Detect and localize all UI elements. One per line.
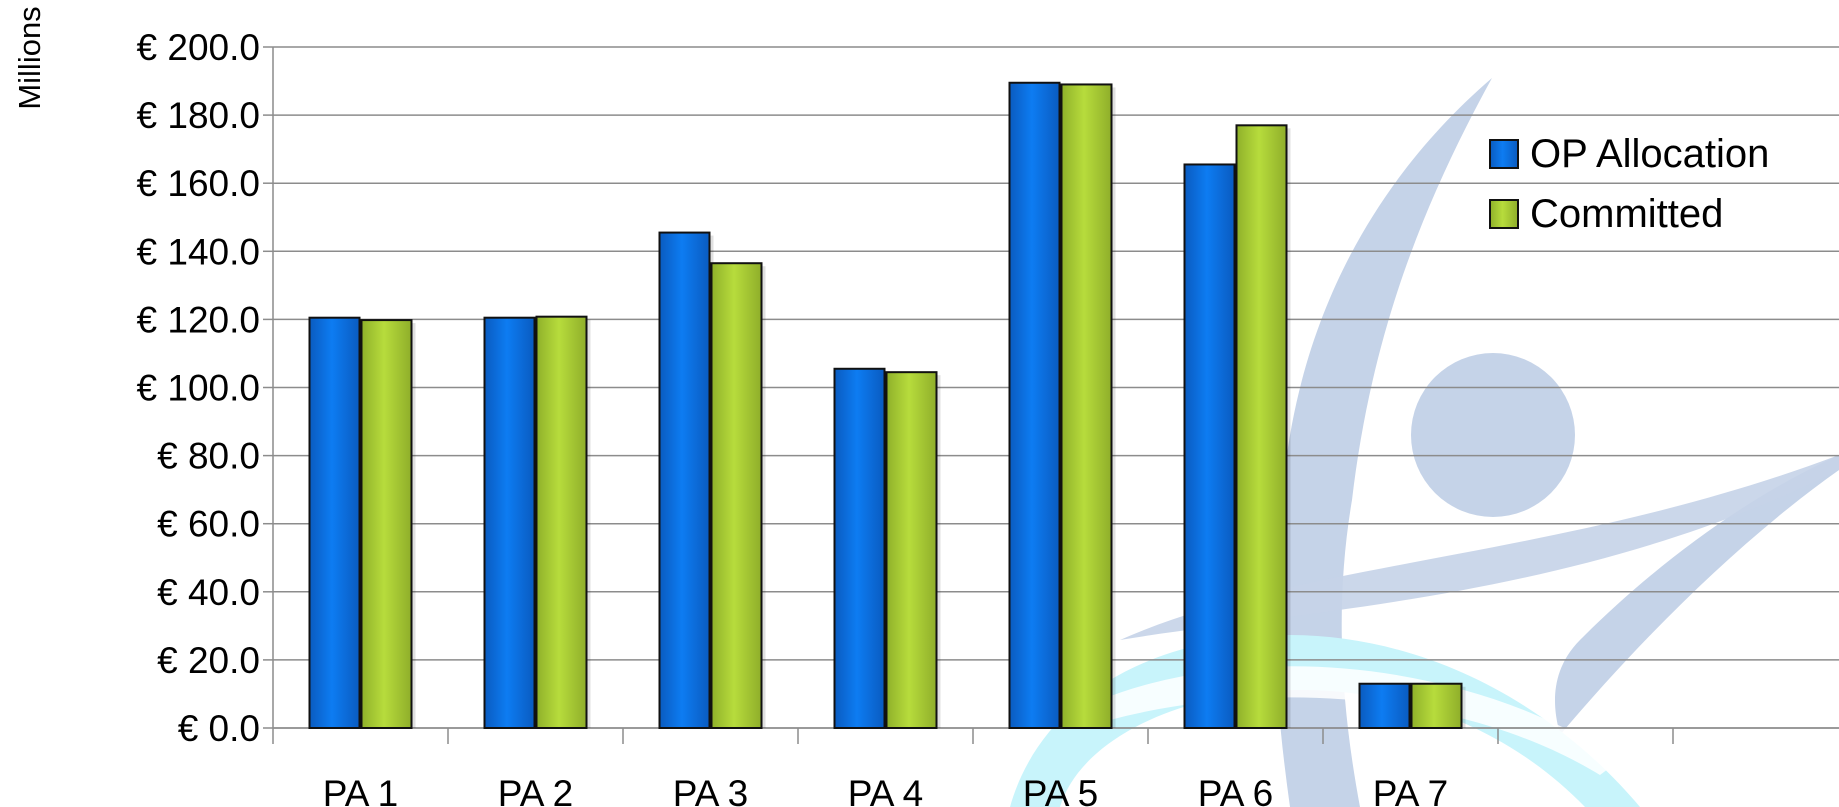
bar-committed-5 <box>1060 83 1113 729</box>
x-axis-category-labels: PA 1 PA 2 PA 3 PA 4 PA 5 PA 6 PA 7 <box>323 773 1448 807</box>
legend-label: Committed <box>1530 192 1723 236</box>
y-tick-label: € 0.0 <box>178 708 260 749</box>
bar-committed-2 <box>535 315 588 729</box>
bar-committed-1 <box>360 319 413 729</box>
y-tick-label: € 200.0 <box>137 27 260 68</box>
legend-swatch <box>1489 139 1519 169</box>
y-tick-label: € 60.0 <box>157 504 260 545</box>
y-axis-tick-labels: € 0.0 € 20.0 € 40.0 € 60.0 € 80.0 € 100.0 € 12… <box>137 27 260 749</box>
bar-committed-7 <box>1410 682 1463 729</box>
x-category-label: PA 7 <box>1373 773 1448 807</box>
bar-committed-4 <box>885 371 938 729</box>
x-category-label: PA 5 <box>1023 773 1098 807</box>
bar-committed-6 <box>1235 124 1288 729</box>
bar-op-allocation-6 <box>1183 163 1236 730</box>
bar-committed-3 <box>710 262 763 729</box>
legend-swatch <box>1489 199 1519 229</box>
bar-op-allocation-5 <box>1008 81 1061 729</box>
x-category-label: PA 2 <box>498 773 573 807</box>
y-tick-label: € 160.0 <box>137 163 260 204</box>
bar-op-allocation-2 <box>483 316 536 729</box>
y-axis-unit-label: Millions <box>12 6 47 109</box>
y-tick-label: € 100.0 <box>137 368 260 409</box>
y-tick-label: € 140.0 <box>137 231 260 272</box>
bar-op-allocation-4 <box>833 367 886 729</box>
y-tick-label: € 80.0 <box>157 436 260 477</box>
x-category-label: PA 1 <box>323 773 398 807</box>
watermark-swoosh <box>1275 78 1492 807</box>
y-tick-label: € 40.0 <box>157 572 260 613</box>
x-category-label: PA 4 <box>848 773 923 807</box>
y-tick-label: € 180.0 <box>137 95 260 136</box>
bar-op-allocation-3 <box>658 231 711 729</box>
y-tick-label: € 20.0 <box>157 640 260 681</box>
y-tick-label: € 120.0 <box>137 299 260 340</box>
watermark-swoosh <box>1555 455 1839 735</box>
x-category-label: PA 6 <box>1198 773 1273 807</box>
watermark-swoosh <box>1120 455 1839 640</box>
legend: OP Allocation Committed <box>1489 132 1769 236</box>
legend-label: OP Allocation <box>1530 132 1769 176</box>
bar-op-allocation-1 <box>308 316 361 729</box>
watermark-arc <box>1010 635 1640 807</box>
bar-op-allocation-7 <box>1358 682 1411 729</box>
watermark-circle <box>1411 353 1575 517</box>
bars <box>308 81 1466 730</box>
x-category-label: PA 3 <box>673 773 748 807</box>
